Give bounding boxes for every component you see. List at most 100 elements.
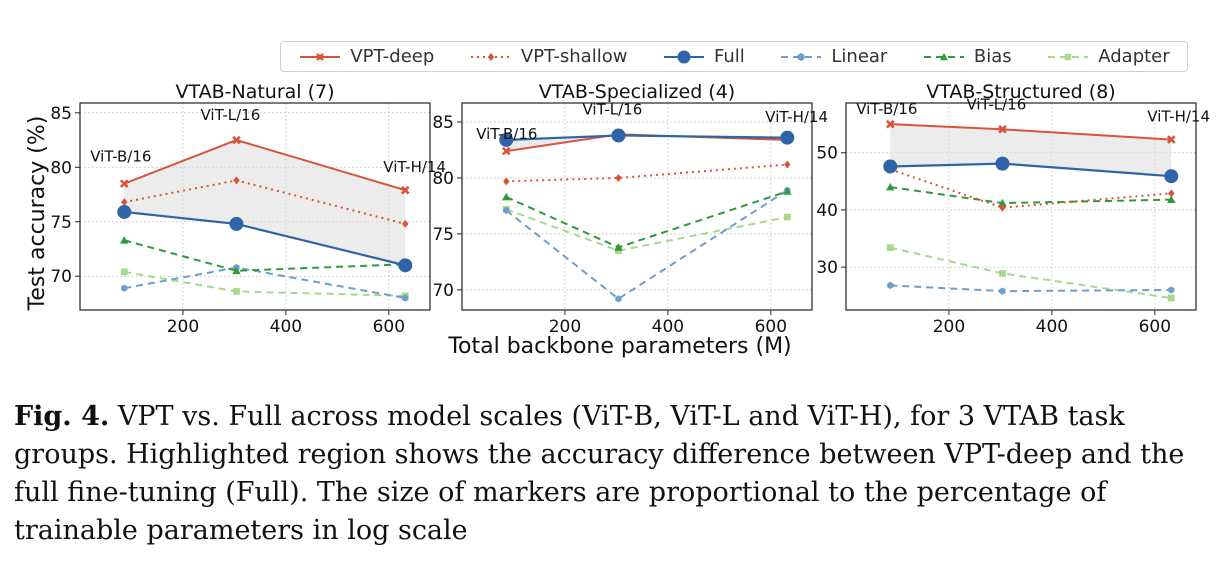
data-point-linear — [887, 281, 894, 290]
data-point-vpt-deep — [1166, 135, 1176, 144]
legend-entry-full: Full — [662, 46, 745, 67]
data-point-vpt-deep — [998, 125, 1007, 134]
model-label: ViT-L/16 — [200, 106, 260, 124]
panel-title: VTAB-Specialized (4) — [539, 81, 735, 103]
shaded-difference-region — [890, 124, 1172, 177]
legend-entry-adapter: Adapter — [1046, 46, 1170, 67]
x-tick-label: 400 — [1036, 317, 1068, 337]
x-tick-label: 200 — [167, 317, 199, 337]
shaded-difference-region — [124, 140, 406, 266]
data-point-bias — [614, 243, 623, 251]
plot-frame — [845, 102, 1197, 311]
legend-entry-vpt-deep: VPT-deep — [298, 46, 434, 67]
y-tick-label: 70 — [432, 281, 454, 301]
plot-frame — [79, 102, 431, 311]
legend-label: Linear — [831, 46, 888, 67]
model-label: ViT-H/14 — [1147, 108, 1210, 126]
data-point-linear — [503, 206, 510, 215]
legend-swatch-vpt-shallow — [470, 52, 511, 61]
series-line-linear — [505, 189, 788, 301]
legend-label: Bias — [973, 46, 1012, 67]
y-tick-label: 85 — [432, 113, 454, 133]
x-axis-label: Total backbone parameters (M) — [447, 334, 791, 359]
legend-marker — [677, 50, 691, 63]
legend-marker — [316, 52, 325, 61]
legend-label: VPT-deep — [350, 46, 435, 67]
series-line-bias — [890, 186, 1172, 205]
panel-vtab-structured-8: 200 400 600 30 40 50 VTAB-Structured (8) ViT-B/… — [816, 81, 1210, 337]
legend-swatch-full — [664, 50, 705, 63]
data-point-full — [499, 132, 514, 147]
x-tick-label: 600 — [373, 317, 405, 337]
data-point-adapter — [1167, 294, 1175, 302]
data-point-linear — [402, 294, 409, 302]
shaded-difference-region — [506, 134, 788, 152]
data-point-vpt-deep — [119, 179, 129, 188]
caption-label: Fig. 4. — [14, 401, 110, 432]
series-line-linear — [890, 284, 1172, 293]
legend-swatch-bias — [923, 52, 964, 60]
data-point-full — [229, 216, 244, 231]
data-point-adapter — [999, 270, 1006, 277]
data-point-full — [398, 258, 413, 273]
model-label: ViT-H/14 — [765, 108, 828, 126]
data-point-full — [883, 159, 898, 174]
data-point-adapter — [886, 244, 894, 252]
y-tick-label: 75 — [50, 213, 72, 233]
data-point-vpt-shallow — [121, 198, 128, 207]
chart-legend: VPT-deep VPT-shallow Full Linear Bias Adapter — [280, 41, 1188, 72]
y-tick-label: 70 — [50, 267, 72, 287]
caption-text: VPT vs. Full across model scales (ViT-B,… — [14, 401, 1185, 546]
data-point-vpt-shallow — [503, 177, 510, 186]
data-point-bias — [1167, 195, 1176, 203]
legend-marker — [797, 52, 805, 61]
data-point-bias — [783, 187, 792, 195]
data-point-adapter — [233, 288, 240, 295]
panel-title: VTAB-Natural (7) — [175, 81, 334, 103]
y-tick-label: 40 — [816, 201, 838, 221]
model-label: ViT-B/16 — [856, 100, 917, 118]
series-line-bias — [505, 190, 788, 249]
x-tick-label: 200 — [933, 317, 965, 337]
y-tick-label: 75 — [432, 225, 454, 245]
data-point-linear — [121, 284, 128, 292]
data-point-linear — [999, 287, 1006, 295]
legend-marker — [1065, 53, 1072, 60]
x-tick-label: 400 — [270, 317, 302, 337]
panel-vtab-natural-7: 200 400 600 70 75 80 85 VTAB-Natural (7) ViT-B/1… — [50, 81, 446, 337]
model-label: ViT-H/14 — [383, 158, 446, 176]
data-point-vpt-deep — [501, 146, 511, 156]
legend-swatch-linear — [781, 52, 822, 61]
series-line-linear — [124, 266, 406, 299]
y-tick-label: 80 — [432, 169, 454, 189]
series-line-adapter — [890, 246, 1172, 299]
y-axis-label: Test accuracy (%) — [25, 116, 50, 312]
legend-entry-vpt-shallow: VPT-shallow — [469, 46, 627, 67]
legend-swatch-vpt-deep — [300, 52, 341, 61]
data-point-linear — [615, 295, 622, 303]
data-point-bias — [120, 236, 129, 244]
data-point-vpt-shallow — [999, 203, 1006, 212]
plot-frame — [461, 102, 813, 311]
data-point-vpt-deep — [400, 185, 410, 195]
legend-label: Adapter — [1098, 46, 1170, 67]
legend-label: Full — [714, 46, 745, 67]
model-label: ViT-B/16 — [476, 125, 537, 143]
series-line-vpt-shallow — [889, 168, 1172, 209]
data-point-full — [1164, 169, 1179, 184]
data-point-vpt-shallow — [233, 176, 240, 185]
x-tick-label: 200 — [549, 317, 581, 337]
model-label: ViT-L/16 — [582, 100, 642, 118]
data-point-adapter — [783, 213, 791, 221]
data-point-vpt-deep — [232, 135, 241, 145]
data-point-bias — [998, 198, 1007, 207]
data-point-adapter — [120, 268, 128, 276]
data-point-full — [780, 130, 795, 145]
data-point-bias — [886, 182, 895, 191]
panel-title: VTAB-Structured (8) — [926, 81, 1115, 103]
series-line-adapter — [124, 270, 406, 297]
data-point-vpt-shallow — [402, 219, 409, 228]
data-point-vpt-deep — [885, 119, 895, 129]
data-point-linear — [1168, 286, 1175, 294]
chart-figure: Test accuracy (%) Total backbone paramet… — [25, 81, 1210, 359]
